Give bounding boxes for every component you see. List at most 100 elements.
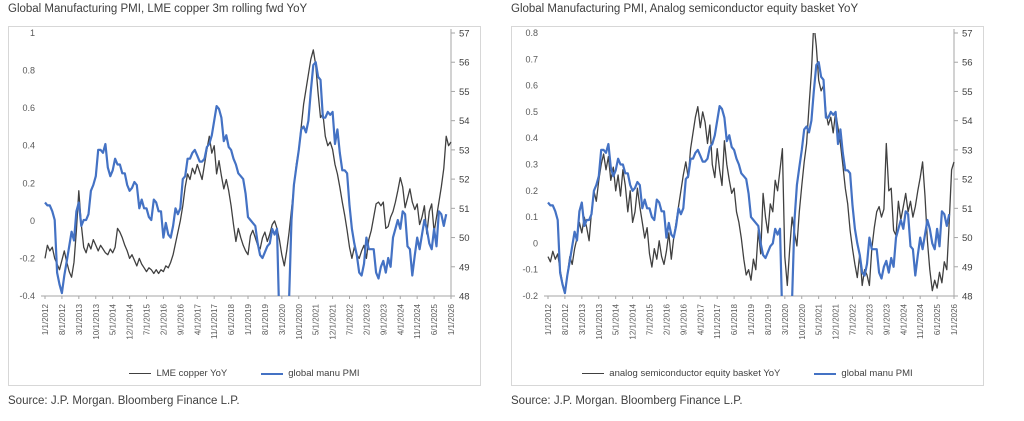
- svg-text:0: 0: [533, 238, 538, 248]
- legend-item: global manu PMI: [261, 368, 360, 379]
- chart-legend: LME copper YoY global manu PMI: [9, 368, 480, 379]
- svg-text:6/1/2018: 6/1/2018: [730, 303, 739, 335]
- svg-text:3/1/2013: 3/1/2013: [578, 303, 587, 335]
- svg-text:0.4: 0.4: [22, 141, 35, 151]
- svg-text:49: 49: [962, 262, 973, 273]
- legend-line-swatch-black: [582, 373, 605, 374]
- svg-text:50: 50: [962, 233, 973, 244]
- svg-text:6/1/2018: 6/1/2018: [227, 303, 236, 335]
- svg-text:7/1/2015: 7/1/2015: [143, 303, 152, 335]
- chart-panel-copper: Global Manufacturing PMI, LME copper 3m …: [8, 3, 481, 407]
- svg-text:54: 54: [962, 116, 973, 127]
- svg-text:4/1/2024: 4/1/2024: [396, 303, 405, 335]
- svg-text:5/1/2014: 5/1/2014: [109, 303, 118, 335]
- svg-text:11/1/2017: 11/1/2017: [713, 303, 722, 339]
- svg-text:54: 54: [459, 116, 470, 127]
- svg-text:9/1/2023: 9/1/2023: [882, 303, 891, 335]
- svg-text:57: 57: [459, 29, 470, 40]
- svg-text:5/1/2014: 5/1/2014: [612, 303, 621, 335]
- svg-text:48: 48: [459, 292, 470, 303]
- svg-text:12/1/2014: 12/1/2014: [629, 303, 638, 339]
- svg-text:1/1/2019: 1/1/2019: [244, 303, 253, 335]
- svg-text:2/1/2016: 2/1/2016: [662, 303, 671, 335]
- svg-text:2/1/2016: 2/1/2016: [159, 303, 168, 335]
- svg-text:0.8: 0.8: [525, 28, 538, 38]
- svg-text:4/1/2017: 4/1/2017: [193, 303, 202, 335]
- svg-text:0.8: 0.8: [22, 66, 35, 76]
- svg-text:8/1/2019: 8/1/2019: [261, 303, 270, 335]
- svg-text:-0.2: -0.2: [522, 291, 538, 301]
- svg-text:51: 51: [459, 204, 470, 215]
- legend-line-swatch-blue: [814, 372, 837, 375]
- svg-text:53: 53: [459, 145, 470, 156]
- svg-text:0: 0: [30, 216, 35, 226]
- svg-text:9/1/2023: 9/1/2023: [379, 303, 388, 335]
- svg-text:8/1/2012: 8/1/2012: [561, 303, 570, 335]
- chart-canvas: 1/1/2012 8/1/2012 3/1/2013 10/1/2013 5/1/201…: [19, 28, 470, 340]
- svg-text:8/1/2019: 8/1/2019: [764, 303, 773, 335]
- svg-text:10/1/2013: 10/1/2013: [595, 303, 604, 339]
- svg-text:3/1/2020: 3/1/2020: [278, 303, 287, 335]
- svg-text:55: 55: [962, 87, 973, 98]
- svg-text:52: 52: [962, 175, 973, 186]
- chart-title: Global Manufacturing PMI, Analog semicon…: [511, 3, 859, 15]
- legend-label: global manu PMI: [841, 368, 913, 379]
- source-note: Source: J.P. Morgan. Bloomberg Finance L…: [8, 395, 240, 407]
- svg-text:11/1/2024: 11/1/2024: [413, 303, 422, 339]
- svg-text:48: 48: [962, 292, 973, 303]
- svg-text:-0.2: -0.2: [19, 253, 35, 263]
- legend-label: global manu PMI: [288, 368, 360, 379]
- svg-text:5/1/2021: 5/1/2021: [815, 303, 824, 335]
- svg-text:0.4: 0.4: [525, 133, 538, 143]
- svg-text:53: 53: [962, 145, 973, 156]
- svg-text:56: 56: [459, 58, 470, 69]
- svg-text:-0.4: -0.4: [19, 291, 35, 301]
- legend-label: LME copper YoY: [156, 368, 228, 379]
- svg-text:0.2: 0.2: [525, 186, 538, 196]
- svg-text:0.2: 0.2: [22, 178, 35, 188]
- svg-text:-0.1: -0.1: [522, 265, 538, 275]
- svg-text:10/1/2020: 10/1/2020: [295, 303, 304, 339]
- svg-text:10/1/2020: 10/1/2020: [798, 303, 807, 339]
- svg-text:57: 57: [962, 29, 973, 40]
- chart-frame: 1/1/2012 8/1/2012 3/1/2013 10/1/2013 5/1/201…: [511, 26, 984, 386]
- svg-text:9/1/2016: 9/1/2016: [679, 303, 688, 335]
- svg-text:7/1/2022: 7/1/2022: [849, 303, 858, 335]
- chart-title: Global Manufacturing PMI, LME copper 3m …: [8, 3, 308, 15]
- svg-text:12/1/2021: 12/1/2021: [329, 303, 338, 339]
- svg-text:10/1/2013: 10/1/2013: [92, 303, 101, 339]
- svg-text:0.6: 0.6: [22, 103, 35, 113]
- legend-item: global manu PMI: [814, 368, 913, 379]
- svg-text:50: 50: [459, 233, 470, 244]
- svg-text:11/1/2024: 11/1/2024: [916, 303, 925, 339]
- chart-canvas: 1/1/2012 8/1/2012 3/1/2013 10/1/2013 5/1/201…: [522, 28, 973, 340]
- svg-text:9/1/2016: 9/1/2016: [176, 303, 185, 335]
- svg-text:56: 56: [962, 58, 973, 69]
- chart-panel-semis: Global Manufacturing PMI, Analog semicon…: [511, 3, 984, 407]
- svg-text:0.3: 0.3: [525, 160, 538, 170]
- svg-text:12/1/2014: 12/1/2014: [126, 303, 135, 339]
- svg-text:49: 49: [459, 262, 470, 273]
- legend-label: analog semiconductor equity basket YoY: [609, 368, 781, 379]
- svg-text:6/1/2025: 6/1/2025: [430, 303, 439, 335]
- chart-frame: 1/1/2012 8/1/2012 3/1/2013 10/1/2013 5/1/201…: [8, 26, 481, 386]
- svg-text:52: 52: [459, 175, 470, 186]
- svg-text:4/1/2017: 4/1/2017: [696, 303, 705, 335]
- svg-text:3/1/2013: 3/1/2013: [75, 303, 84, 335]
- legend-line-swatch-black: [129, 373, 152, 374]
- svg-text:0.7: 0.7: [525, 54, 538, 64]
- svg-text:0.1: 0.1: [525, 212, 538, 222]
- chart-legend: analog semiconductor equity basket YoY g…: [512, 368, 983, 379]
- legend-item: LME copper YoY: [129, 368, 227, 379]
- svg-text:1/1/2026: 1/1/2026: [447, 303, 456, 335]
- svg-text:12/1/2021: 12/1/2021: [832, 303, 841, 339]
- svg-text:11/1/2017: 11/1/2017: [210, 303, 219, 339]
- legend-item: analog semiconductor equity basket YoY: [582, 368, 780, 379]
- svg-text:7/1/2022: 7/1/2022: [346, 303, 355, 335]
- svg-text:51: 51: [962, 204, 973, 215]
- source-note: Source: J.P. Morgan. Bloomberg Finance L…: [511, 395, 743, 407]
- svg-text:5/1/2021: 5/1/2021: [312, 303, 321, 335]
- svg-text:1/1/2012: 1/1/2012: [544, 303, 553, 335]
- svg-text:2/1/2023: 2/1/2023: [362, 303, 371, 335]
